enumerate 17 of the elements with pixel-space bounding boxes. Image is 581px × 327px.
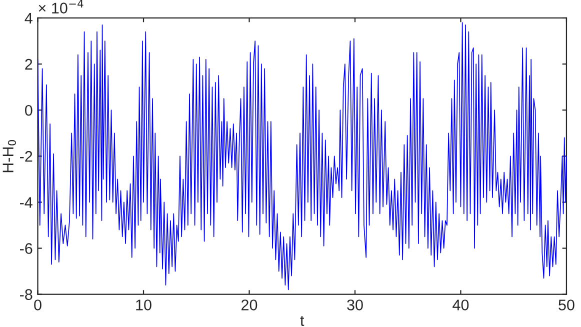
x-tick-label: 50 [558, 300, 574, 310]
y-axis-title: H-H$_{0}$ [2, 140, 16, 172]
y-tick-label: -4 [20, 197, 32, 208]
y-tick-label: -6 [20, 243, 32, 254]
y-tick-label: 4 [24, 13, 32, 24]
y-tick-label: 0 [25, 104, 32, 116]
y-tick-label: 2 [25, 58, 32, 70]
y-tick-label: -8 [20, 289, 32, 300]
line-series [38, 22, 566, 290]
x-tick-label: 40 [452, 300, 469, 310]
x-axis-title: t [300, 316, 304, 326]
x-tick-label: 10 [136, 300, 152, 310]
x-tick-label: 0 [34, 300, 42, 310]
x-tick-label: 20 [242, 300, 258, 310]
x-tick-label: 30 [347, 300, 363, 310]
y-tick-label: -2 [20, 151, 32, 162]
text: × 10$^{−4}$ [38, 0, 84, 14]
